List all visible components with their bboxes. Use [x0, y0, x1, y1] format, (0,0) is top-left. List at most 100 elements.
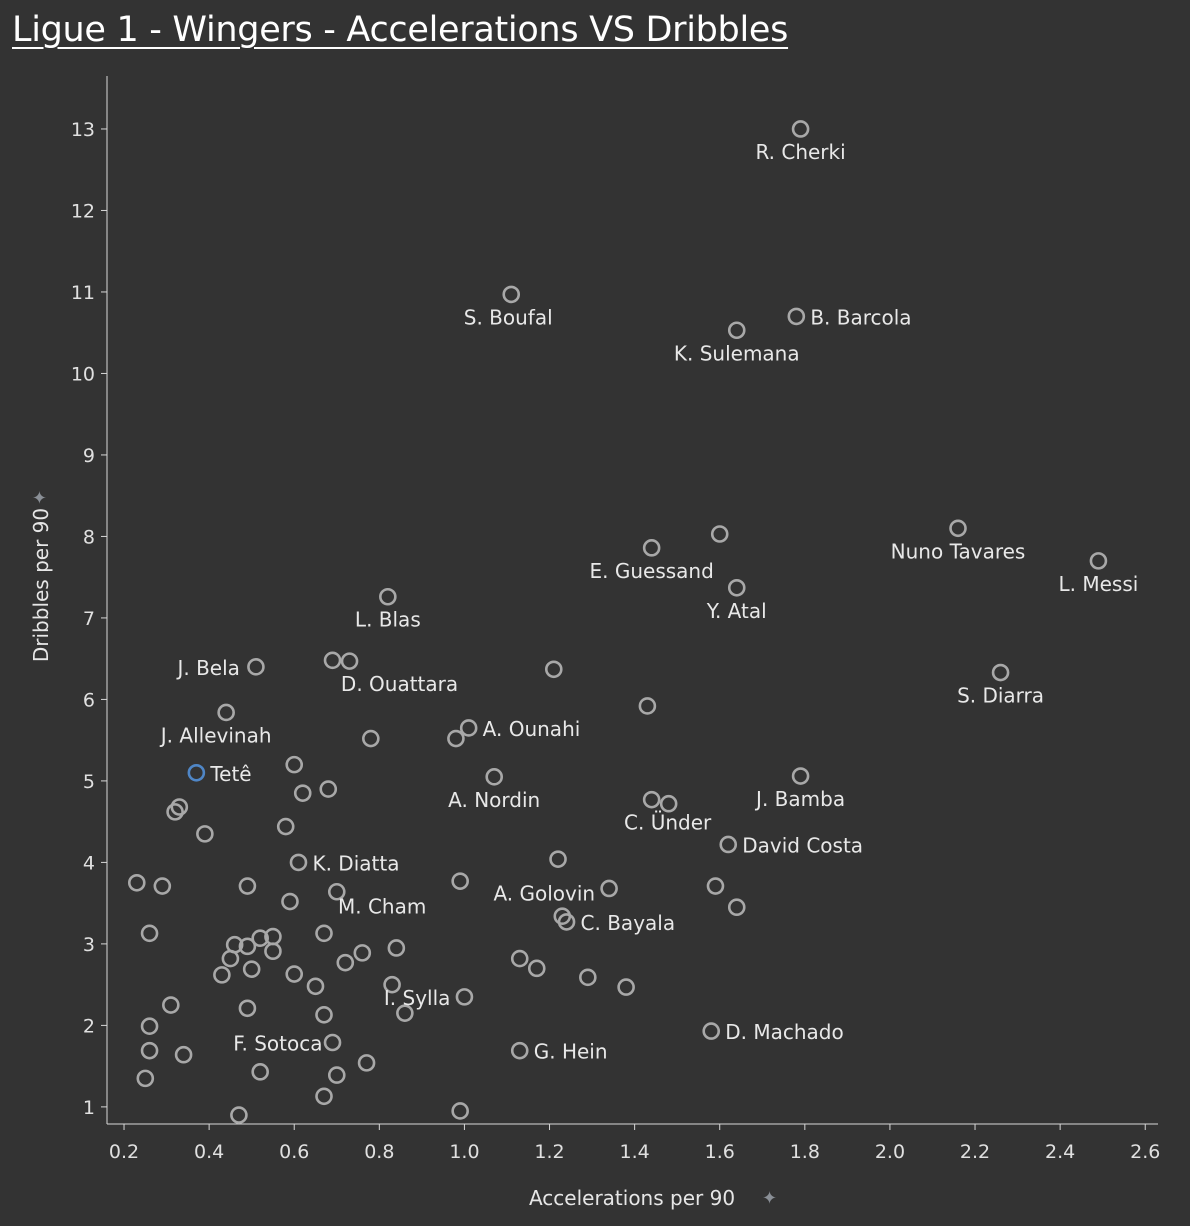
data-point[interactable]: [510, 949, 529, 968]
data-point[interactable]: [387, 939, 406, 957]
data-point[interactable]: [353, 944, 372, 962]
data-point[interactable]: [485, 768, 504, 786]
data-point[interactable]: [659, 794, 678, 813]
data-point[interactable]: [710, 525, 729, 543]
data-point[interactable]: [251, 929, 269, 947]
data-point[interactable]: [196, 825, 214, 843]
point-label: G. Hein: [534, 1040, 608, 1064]
data-point[interactable]: [357, 1054, 376, 1072]
data-point[interactable]: [238, 999, 257, 1018]
data-point[interactable]: [153, 877, 172, 895]
data-point[interactable]: [170, 798, 189, 816]
x-axis-ticks: 0.2 0.4 0.6 0.8 1.0 1.2 1.4 1.6 1.8 2.0 2.2 2.4 2.6: [109, 1124, 1160, 1163]
x-tick-label: 2.6: [1130, 1141, 1160, 1163]
data-point[interactable]: [617, 978, 635, 996]
x-axis-label[interactable]: Accelerations per 90: [529, 1186, 735, 1210]
data-point[interactable]: [706, 877, 725, 895]
data-point[interactable]: [315, 1005, 333, 1024]
x-axis-pin-icon[interactable]: ✦: [762, 1188, 777, 1209]
data-point[interactable]: [315, 1087, 333, 1106]
data-point[interactable]: [791, 120, 810, 138]
data-point[interactable]: [166, 803, 184, 821]
x-tick-label: 1.8: [790, 1141, 820, 1163]
data-point[interactable]: [362, 729, 380, 748]
data-point[interactable]: [336, 953, 355, 972]
x-tick-label: 2.4: [1045, 1141, 1075, 1163]
data-point[interactable]: [238, 877, 257, 895]
data-point[interactable]: [230, 1106, 248, 1124]
y-axis-label[interactable]: Dribbles per 90: [29, 508, 53, 662]
data-point[interactable]: [140, 924, 159, 943]
data-point[interactable]: [323, 651, 342, 670]
data-point[interactable]: [285, 755, 304, 774]
data-point[interactable]: [949, 519, 967, 538]
data-point[interactable]: [217, 703, 235, 722]
data-point[interactable]: [727, 321, 746, 340]
data-point[interactable]: [727, 898, 746, 917]
data-point[interactable]: [447, 729, 465, 748]
data-point[interactable]: [527, 959, 546, 978]
data-point[interactable]: [451, 1102, 469, 1120]
data-point[interactable]: [383, 975, 401, 994]
data-point[interactable]: [306, 977, 325, 996]
data-point[interactable]: [327, 1066, 346, 1084]
data-point[interactable]: [281, 892, 299, 911]
data-point[interactable]: [319, 780, 338, 798]
data-point[interactable]: [600, 879, 618, 898]
data-point[interactable]: [247, 658, 265, 676]
data-point[interactable]: [289, 853, 308, 872]
data-point[interactable]: [174, 1045, 193, 1064]
data-point[interactable]: [162, 996, 180, 1014]
point-label: L. Messi: [1059, 572, 1139, 596]
data-point[interactable]: [251, 1063, 269, 1081]
data-point[interactable]: [293, 784, 312, 802]
data-point[interactable]: [396, 1004, 414, 1022]
data-point[interactable]: [638, 697, 657, 715]
data-point[interactable]: [455, 988, 474, 1006]
data-point[interactable]: [1089, 552, 1108, 570]
data-point[interactable]: [791, 767, 810, 785]
data-point[interactable]: [557, 913, 576, 931]
data-point[interactable]: [991, 663, 1010, 682]
data-point[interactable]: [276, 817, 295, 836]
data-point[interactable]: [140, 1041, 159, 1060]
data-point[interactable]: [702, 1022, 721, 1040]
data-point[interactable]: [140, 1017, 159, 1036]
data-point[interactable]: [727, 578, 746, 597]
data-point[interactable]: [315, 924, 333, 943]
data-point[interactable]: [285, 965, 304, 983]
point-label: K. Diatta: [312, 851, 399, 875]
data-point[interactable]: [451, 872, 469, 890]
point-label: S. Boufal: [464, 305, 553, 329]
data-point[interactable]: [787, 307, 806, 326]
data-point[interactable]: [579, 968, 597, 987]
x-tick-label: 0.8: [364, 1141, 394, 1163]
data-point[interactable]: [502, 285, 521, 304]
data-point[interactable]: [642, 790, 661, 809]
data-point[interactable]: [323, 1033, 342, 1052]
highlighted-point[interactable]: [187, 763, 206, 782]
data-point[interactable]: [379, 587, 397, 606]
data-point[interactable]: [510, 1041, 529, 1060]
data-point[interactable]: [213, 966, 231, 984]
data-point[interactable]: [238, 937, 257, 956]
point-label: A. Nordin: [448, 788, 540, 812]
y-axis-pin-icon[interactable]: ✦: [30, 490, 51, 505]
data-point[interactable]: [340, 652, 359, 670]
data-point[interactable]: [459, 719, 478, 737]
x-tick-label: 1.6: [705, 1141, 735, 1163]
data-point[interactable]: [127, 873, 146, 892]
y-tick-label: 1: [83, 1097, 95, 1119]
data-point[interactable]: [264, 942, 282, 961]
point-label: J. Bamba: [754, 787, 845, 811]
data-point[interactable]: [242, 960, 261, 978]
data-point[interactable]: [221, 949, 240, 968]
data-point[interactable]: [642, 539, 661, 557]
data-point[interactable]: [544, 660, 563, 679]
data-point[interactable]: [136, 1069, 155, 1088]
data-point[interactable]: [327, 882, 346, 901]
data-point[interactable]: [549, 850, 567, 868]
x-tick-label: 0.4: [194, 1141, 224, 1163]
data-point[interactable]: [719, 835, 738, 854]
